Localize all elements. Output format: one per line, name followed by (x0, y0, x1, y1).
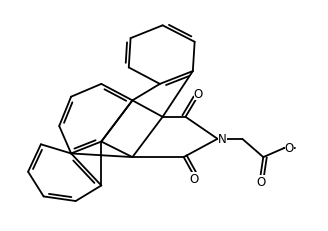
Text: O: O (194, 88, 203, 101)
Text: O: O (256, 175, 265, 188)
Text: O: O (285, 142, 294, 155)
Text: O: O (190, 172, 199, 185)
Text: N: N (218, 133, 227, 146)
